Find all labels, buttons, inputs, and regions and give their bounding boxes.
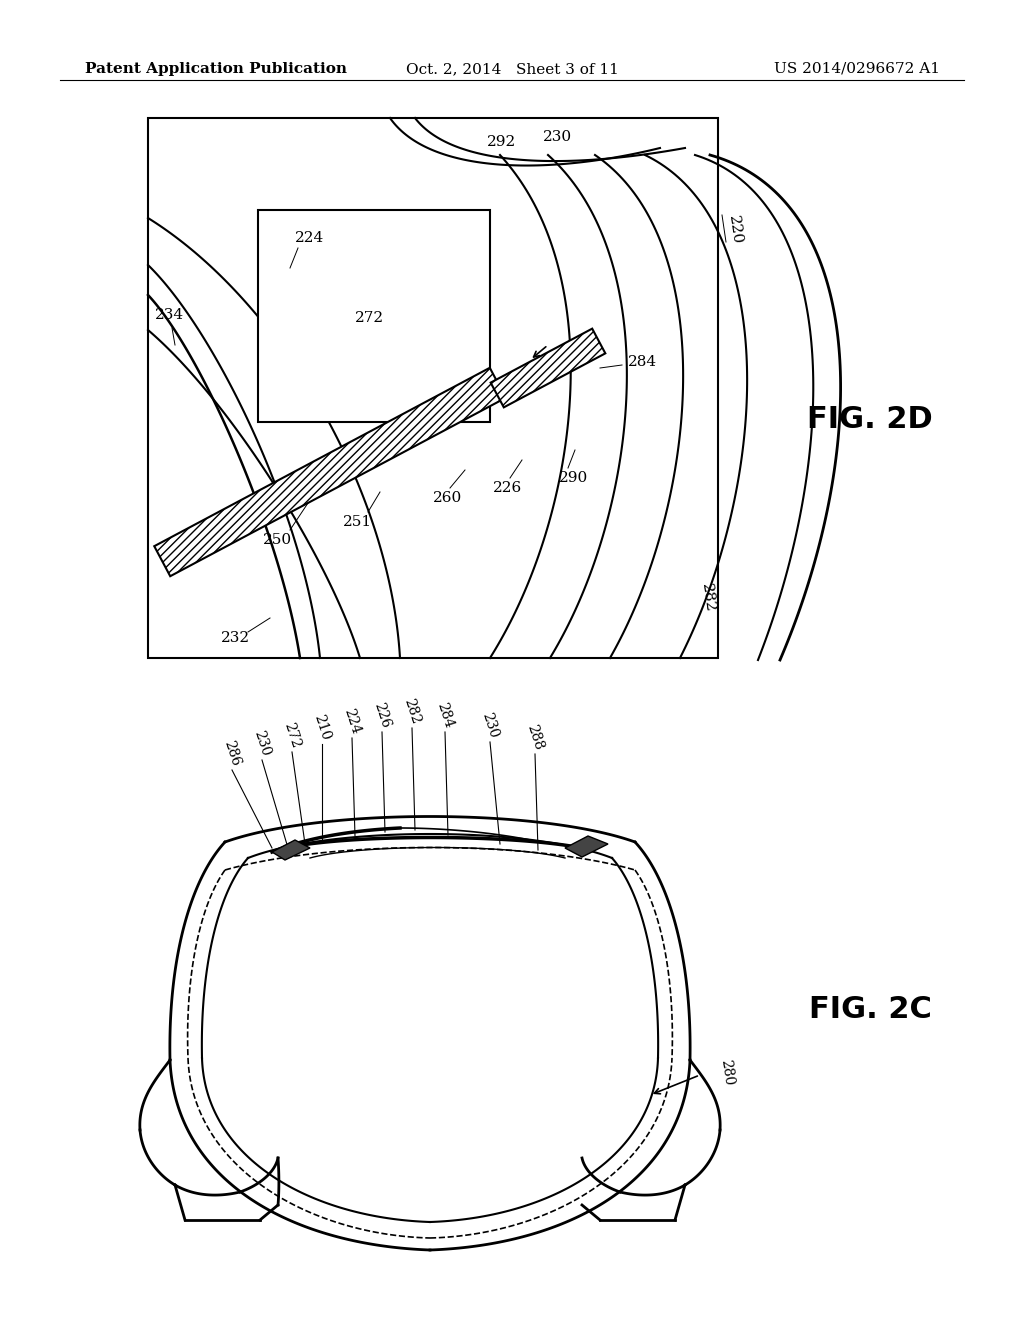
Text: 224: 224 [341, 706, 362, 737]
Text: 250: 250 [263, 533, 293, 546]
Text: 230: 230 [479, 710, 501, 741]
Text: 220: 220 [726, 215, 744, 246]
Text: 290: 290 [559, 471, 589, 484]
Text: Oct. 2, 2014   Sheet 3 of 11: Oct. 2, 2014 Sheet 3 of 11 [406, 62, 618, 77]
Bar [148, 117, 718, 657]
Text: US 2014/0296672 A1: US 2014/0296672 A1 [774, 62, 940, 77]
Text: 288: 288 [524, 723, 546, 752]
Text: 234: 234 [156, 308, 184, 322]
Polygon shape [155, 368, 506, 577]
Bar [258, 210, 490, 422]
Text: 282: 282 [401, 697, 423, 726]
Polygon shape [490, 329, 605, 408]
Text: 226: 226 [372, 701, 393, 730]
Text: 280: 280 [718, 1059, 735, 1086]
Text: 284: 284 [434, 701, 456, 730]
Text: 224: 224 [295, 231, 325, 246]
Text: FIG. 2D: FIG. 2D [807, 405, 933, 434]
Text: 292: 292 [487, 135, 517, 149]
Polygon shape [565, 836, 608, 857]
Text: 286: 286 [221, 739, 243, 768]
Text: 230: 230 [251, 729, 272, 758]
Text: 284: 284 [628, 355, 657, 370]
Text: 210: 210 [311, 713, 333, 742]
Polygon shape [272, 840, 310, 861]
Text: 282: 282 [699, 582, 717, 614]
Text: 272: 272 [282, 721, 303, 750]
Text: 226: 226 [494, 480, 522, 495]
Text: 251: 251 [343, 515, 373, 529]
Text: Patent Application Publication: Patent Application Publication [85, 62, 347, 77]
Text: FIG. 2C: FIG. 2C [809, 995, 932, 1024]
Text: 272: 272 [355, 312, 385, 325]
Text: 260: 260 [433, 491, 463, 506]
Text: 232: 232 [220, 631, 250, 645]
Text: 230: 230 [544, 129, 572, 144]
